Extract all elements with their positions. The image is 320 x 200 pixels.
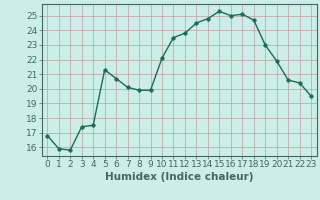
- X-axis label: Humidex (Indice chaleur): Humidex (Indice chaleur): [105, 172, 253, 182]
